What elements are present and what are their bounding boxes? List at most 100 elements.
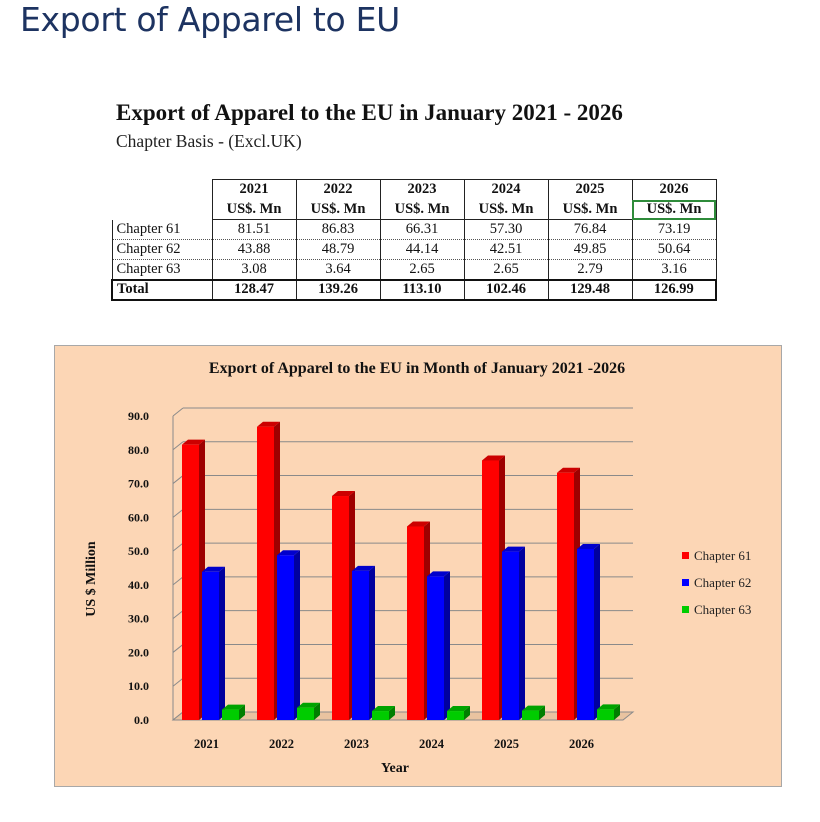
legend-label: Chapter 63: [694, 602, 751, 617]
x-tick-label: 2023: [344, 737, 369, 751]
bar-top: [597, 704, 620, 710]
table-row: Chapter 63 3.08 3.64 2.65 2.65 2.79 3.16: [111, 259, 717, 280]
bar-chapter-63-2022: [297, 702, 320, 720]
chart-title: Export of Apparel to the EU in Month of …: [209, 360, 625, 377]
bar-chapter-62-2024: [427, 571, 450, 720]
year-header: 2023: [379, 179, 465, 200]
year-header: 2022: [295, 179, 381, 200]
table-cell: 43.88: [212, 239, 297, 260]
unit-header: US$. Mn: [379, 199, 465, 220]
bar-front: [557, 472, 574, 720]
bar-top: [182, 439, 205, 445]
table-cell: 128.47: [212, 278, 297, 301]
table-cell: 3.64: [296, 259, 381, 280]
bar-top: [577, 543, 600, 549]
bar-chapter-63-2026: [597, 704, 620, 720]
bar-side: [519, 546, 525, 720]
bar-top: [222, 704, 245, 710]
table-cell: 2.65: [464, 259, 549, 280]
bar-chapter-62-2025: [502, 546, 525, 720]
bar-top: [407, 521, 430, 527]
bar-top: [482, 455, 505, 461]
gridline-side: [172, 542, 184, 552]
row-label: Chapter 61: [111, 219, 213, 240]
bar-chapter-61-2026: [557, 467, 580, 720]
bar-chapter-62-2021: [202, 566, 225, 720]
bar-chapter-63-2021: [222, 704, 245, 720]
table-year-header-row: 2021 2022 2023 2024 2025 2026: [112, 179, 717, 200]
x-tick-label: 2021: [194, 737, 219, 751]
bar-front: [202, 571, 219, 720]
table-subtitle: Chapter Basis - (Excl.UK): [116, 131, 302, 151]
y-tick-label: 20.0: [128, 645, 149, 659]
unit-header: US$. Mn: [463, 199, 549, 220]
y-tick-label: 60.0: [128, 510, 149, 524]
gridline-side: [172, 644, 184, 653]
bar-top: [277, 550, 300, 556]
table-cell: 3.16: [632, 259, 717, 280]
bar-front: [182, 444, 199, 720]
bar-chapter-61-2023: [332, 491, 355, 720]
bar-chapter-61-2024: [407, 521, 430, 720]
y-tick-label: 50.0: [128, 544, 149, 558]
table-cell: 49.85: [548, 239, 633, 260]
bar-front: [522, 710, 539, 720]
bar-front: [407, 526, 424, 720]
bar-chapter-62-2023: [352, 565, 375, 720]
legend-swatch: [682, 606, 689, 613]
unit-header-selected-cell[interactable]: US$. Mn: [631, 199, 717, 220]
export-data-table: 2021 2022 2023 2024 2025 2026 US$. Mn US…: [111, 179, 717, 301]
y-tick-label: 0.0: [134, 713, 149, 727]
table-cell: 113.10: [380, 278, 465, 301]
bar-chart: Export of Apparel to the EU in Month of …: [84, 360, 751, 776]
bar-top: [502, 546, 525, 552]
table-cell: 44.14: [380, 239, 465, 260]
legend-swatch: [682, 552, 689, 559]
gridline-side: [172, 407, 184, 417]
bar-chapter-63-2025: [522, 705, 545, 720]
table-cell: 2.65: [380, 259, 465, 280]
bar-front: [277, 555, 294, 720]
x-axis-label: Year: [381, 761, 409, 776]
table-unit-header-row: US$. Mn US$. Mn US$. Mn US$. Mn US$. Mn …: [112, 199, 717, 220]
table-cell: 50.64: [632, 239, 717, 260]
bar-side: [219, 566, 225, 720]
bar-chapter-61-2025: [482, 455, 505, 720]
row-label: Total: [111, 278, 213, 301]
table-cell: 76.84: [548, 219, 633, 240]
table-cell: 126.99: [632, 278, 717, 301]
x-tick-label: 2026: [569, 737, 594, 751]
bar-front: [352, 570, 369, 720]
bar-side: [389, 706, 395, 720]
bar-chapter-61-2022: [257, 421, 280, 720]
bar-chapter-62-2022: [277, 550, 300, 720]
table-title: Export of Apparel to the EU in January 2…: [116, 100, 623, 125]
y-tick-label: 80.0: [128, 443, 149, 457]
bar-chapter-61-2021: [182, 439, 205, 720]
year-header: 2021: [211, 179, 297, 200]
bar-front: [482, 460, 499, 720]
bar-chapter-63-2023: [372, 706, 395, 720]
bar-front: [447, 711, 464, 720]
gridline-side: [172, 441, 184, 451]
bar-side: [294, 550, 300, 720]
y-tick-label: 90.0: [128, 409, 149, 423]
year-header: 2024: [463, 179, 549, 200]
table-cell: 66.31: [380, 219, 465, 240]
table-total-row: Total 128.47 139.26 113.10 102.46 129.48…: [111, 278, 717, 301]
bar-top: [372, 706, 395, 712]
bar-top: [352, 565, 375, 571]
bar-top: [257, 421, 280, 427]
gridline-side: [172, 610, 184, 620]
bar-top: [522, 705, 545, 711]
bar-chapter-63-2024: [447, 706, 470, 720]
table-cell: 2.79: [548, 259, 633, 280]
table-cell: 3.08: [212, 259, 297, 280]
bar-side: [239, 704, 245, 720]
gridline-side: [172, 677, 184, 687]
x-tick-label: 2024: [419, 737, 445, 751]
bar-chapter-62-2026: [577, 543, 600, 720]
x-tick-label: 2022: [269, 737, 294, 751]
bar-front: [427, 576, 444, 720]
unit-header: US$. Mn: [295, 199, 381, 220]
